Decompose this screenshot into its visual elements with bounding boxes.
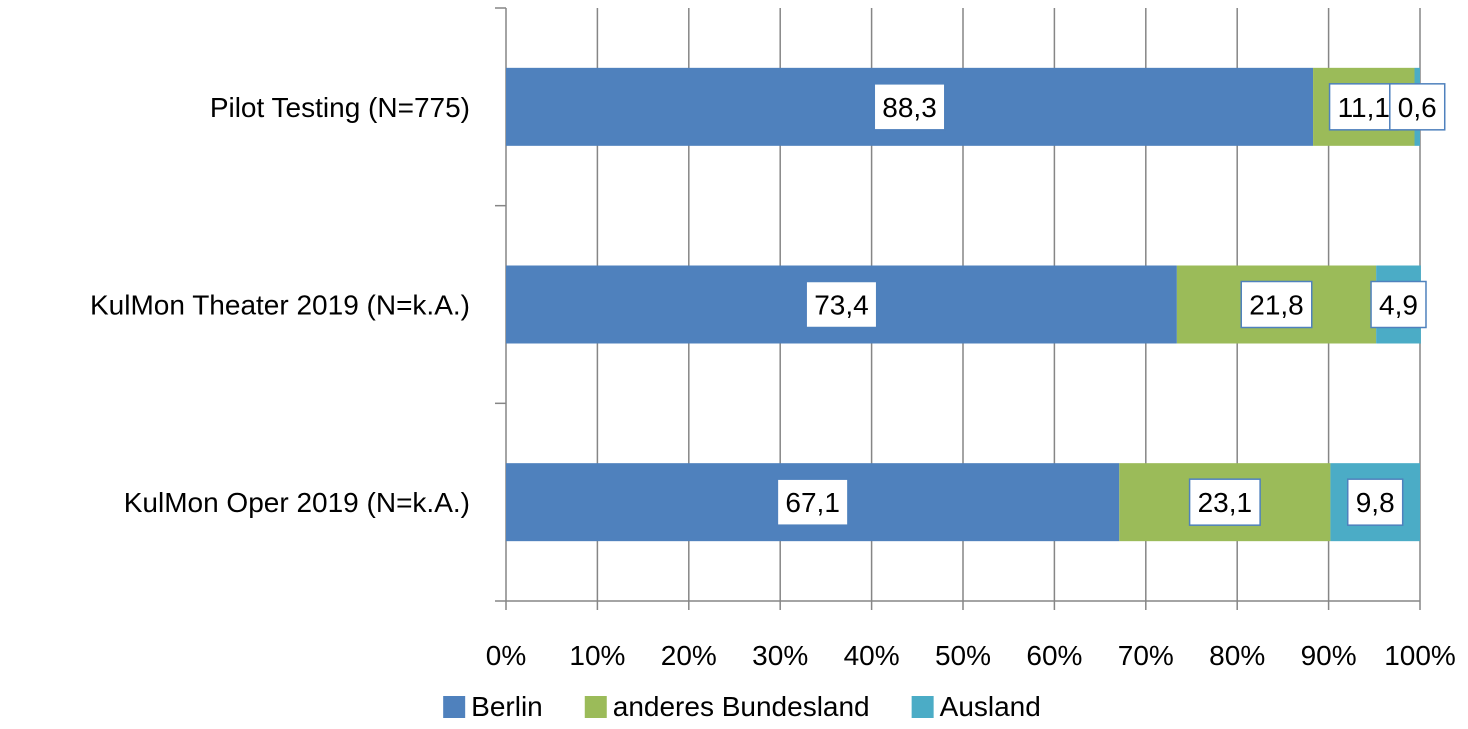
category-label: Pilot Testing (N=775): [210, 92, 470, 123]
data-labels: 88,3 11,1 0,6 73,4 21,8 4,9 67,1 23,1 9,8: [776, 83, 1446, 526]
legend-label: anderes Bundesland: [613, 691, 870, 722]
data-label: 23,1: [1198, 487, 1253, 518]
data-label: 0,6: [1398, 92, 1437, 123]
legend-item: Ausland: [911, 691, 1041, 722]
legend-item: anderes Bundesland: [584, 691, 870, 722]
data-label-box: [1328, 83, 1399, 131]
legend: Berlin anderes Bundesland Ausland: [443, 691, 1041, 722]
x-tick-label: 60%: [1026, 640, 1082, 671]
data-label-box: [805, 280, 878, 329]
data-label-box: [1389, 83, 1446, 131]
x-tick-label: 50%: [935, 640, 991, 671]
category-labels: Pilot Testing (N=775) KulMon Theater 2019…: [90, 92, 470, 518]
x-tick-label: 100%: [1384, 640, 1456, 671]
x-tick-label: 30%: [752, 640, 808, 671]
legend-swatch: [911, 696, 934, 718]
data-label-box: [1240, 280, 1313, 329]
data-label: 67,1: [785, 487, 840, 518]
data-label: 73,4: [814, 290, 869, 321]
data-label-box: [1370, 280, 1427, 329]
x-tick-label: 20%: [661, 640, 717, 671]
x-tick-labels: 0% 10% 20% 30% 40% 50% 60% 70% 80% 90% 100%: [486, 640, 1456, 671]
legend-item: Berlin: [443, 691, 543, 722]
x-tick-label: 80%: [1209, 640, 1265, 671]
data-label-box: [776, 478, 849, 526]
legend-swatch: [584, 696, 607, 718]
legend-label: Ausland: [940, 691, 1041, 722]
x-tick-label: 0%: [486, 640, 526, 671]
data-label: 4,9: [1379, 290, 1418, 321]
legend-label: Berlin: [471, 691, 543, 722]
data-label: 11,1: [1338, 92, 1390, 123]
x-tick-label: 10%: [569, 640, 625, 671]
category-label: KulMon Theater 2019 (N=k.A.): [90, 290, 470, 321]
x-tick-label: 40%: [844, 640, 900, 671]
category-label: KulMon Oper 2019 (N=k.A.): [124, 487, 470, 518]
data-label: 21,8: [1249, 290, 1304, 321]
data-label: 9,8: [1356, 487, 1395, 518]
data-label-box: [873, 83, 946, 131]
data-label-box: [1188, 478, 1261, 526]
data-label-box: [1346, 478, 1404, 526]
legend-swatch: [443, 696, 466, 718]
data-label: 88,3: [882, 92, 937, 123]
x-tick-label: 70%: [1118, 640, 1174, 671]
x-tick-label: 90%: [1301, 640, 1357, 671]
